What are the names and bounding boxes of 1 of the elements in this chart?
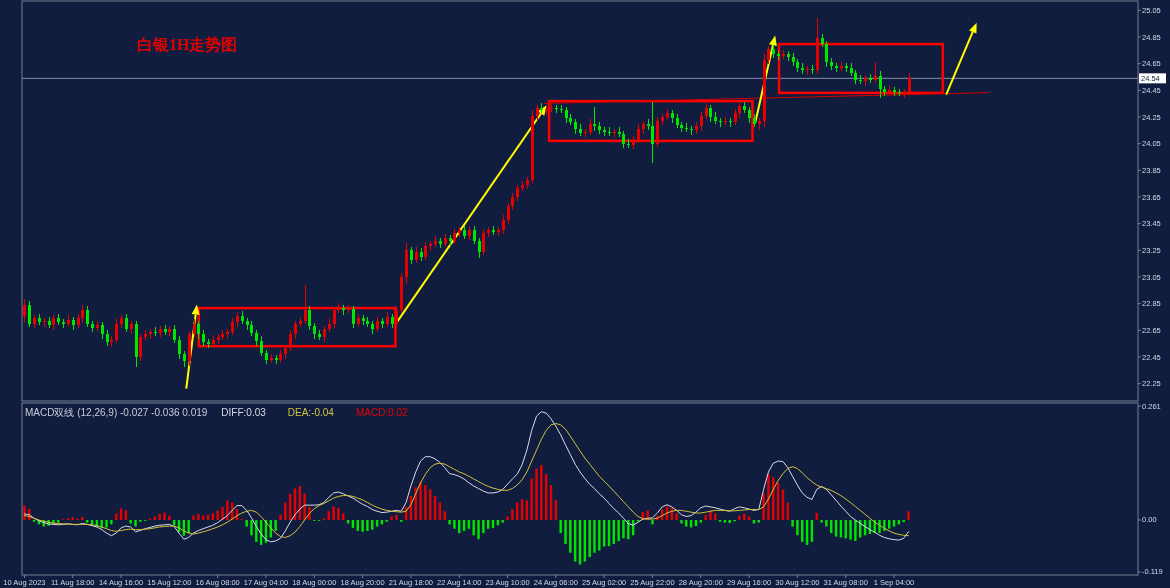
text: 白银1H走势图 [137, 36, 238, 53]
